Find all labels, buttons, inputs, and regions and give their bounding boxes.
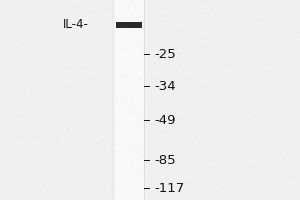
Text: -25: -25 [154,47,176,60]
Text: -117: -117 [154,182,185,194]
Bar [113,0,114,200]
Text: -49: -49 [154,114,176,127]
Text: IL-4-: IL-4- [63,19,88,31]
Text: -34: -34 [154,80,176,92]
Bar [112,0,113,200]
Bar [111,0,112,200]
Bar [114,0,144,200]
Bar [113,0,115,200]
Bar [116,22,142,28]
Bar [112,0,113,200]
Text: -85: -85 [154,154,176,166]
